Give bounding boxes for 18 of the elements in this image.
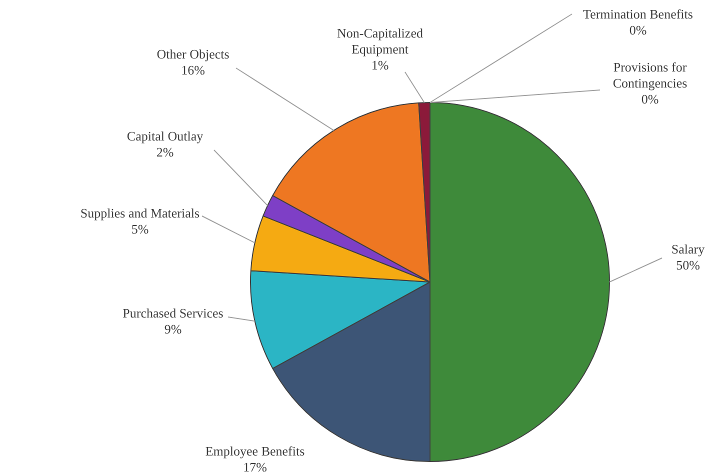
- slice-label: Employee Benefits: [205, 443, 305, 458]
- slice-label: Capital Outlay: [126, 128, 204, 144]
- data-label: 17%: [243, 459, 268, 472]
- text: 0%: [641, 91, 659, 106]
- data-label: 50%: [676, 257, 700, 272]
- slice-label: Supplies and Materials: [80, 205, 200, 220]
- data-label: 1%: [371, 57, 389, 72]
- category-label: Provisions for Contingencies: [612, 59, 688, 90]
- data-label: 16%: [181, 62, 206, 78]
- data-label: 9%: [164, 321, 182, 336]
- data-label: 5%: [131, 221, 149, 236]
- slice-label: Other Objects: [156, 46, 230, 62]
- data-label: 2%: [156, 144, 174, 160]
- slice-label: Salary: [671, 241, 706, 256]
- category-label: Termination Benefits: [583, 6, 693, 22]
- slice-label: Purchased Services: [122, 305, 224, 320]
- text: 0%: [629, 22, 647, 38]
- slice-label: Non-Capitalized Equipment: [337, 25, 424, 56]
